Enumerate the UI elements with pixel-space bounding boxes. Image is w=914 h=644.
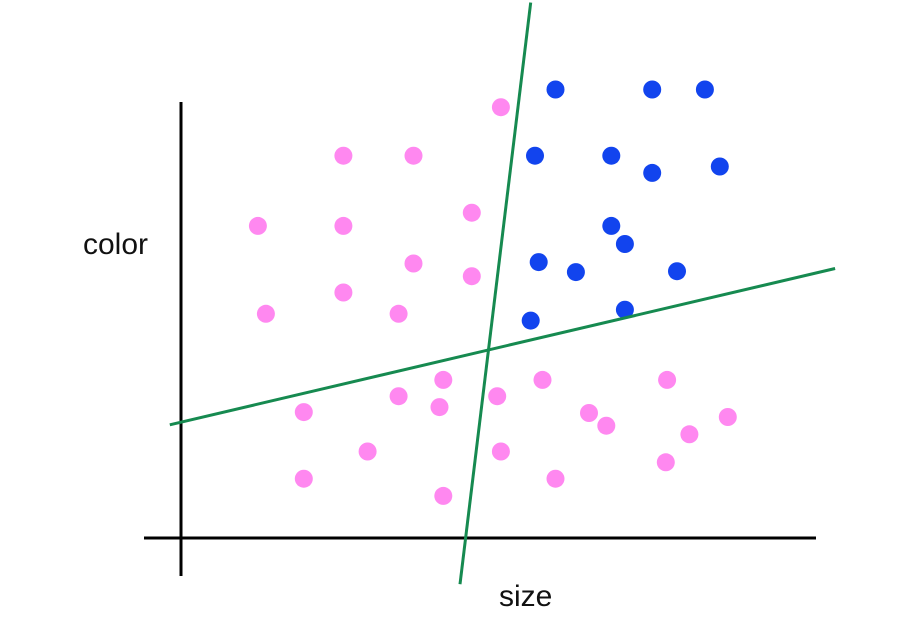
pink-point: [488, 387, 507, 406]
pink-point: [533, 370, 552, 389]
blue-point: [566, 263, 585, 282]
pink-point: [462, 203, 481, 222]
pink-point: [248, 216, 267, 235]
separator-line-horizontal: [169, 267, 836, 427]
axes: [144, 102, 816, 576]
blue-point: [546, 80, 565, 99]
pink-point: [597, 416, 616, 435]
pink-point: [658, 370, 677, 389]
x-axis-label: size: [499, 580, 552, 613]
pink-point: [718, 408, 737, 426]
blue-point: [602, 146, 621, 165]
separator-line-vertical: [458, 2, 533, 585]
data-points: [248, 80, 737, 505]
pink-point: [430, 398, 449, 417]
pink-point: [389, 304, 408, 323]
pink-point: [334, 283, 353, 302]
blue-point: [695, 80, 714, 99]
pink-point: [334, 146, 353, 165]
y-axis-label: color: [83, 228, 148, 261]
pink-point: [462, 267, 481, 286]
pink-point: [404, 146, 423, 165]
pink-point: [256, 304, 275, 323]
blue-point: [602, 216, 621, 235]
blue-point: [615, 235, 634, 253]
pink-point: [434, 486, 453, 505]
pink-point: [334, 216, 353, 235]
blue-point: [526, 146, 544, 165]
pink-point: [294, 469, 313, 488]
blue-point: [529, 253, 548, 272]
blue-point: [668, 262, 686, 281]
blue-point: [643, 163, 662, 182]
pink-point: [680, 425, 699, 444]
pink-point: [404, 254, 423, 273]
blue-point: [643, 80, 662, 99]
pink-point: [656, 453, 675, 472]
blue-point: [710, 157, 729, 176]
pink-point: [491, 98, 510, 117]
pink-point: [491, 442, 510, 461]
pink-point: [580, 404, 598, 422]
separator-lines: [169, 2, 836, 585]
pink-point: [358, 442, 377, 461]
pink-point: [546, 469, 565, 488]
pink-point: [294, 403, 313, 422]
pink-point: [389, 387, 408, 406]
pink-point: [434, 370, 453, 389]
blue-point: [521, 311, 540, 330]
blue-point: [615, 300, 634, 319]
